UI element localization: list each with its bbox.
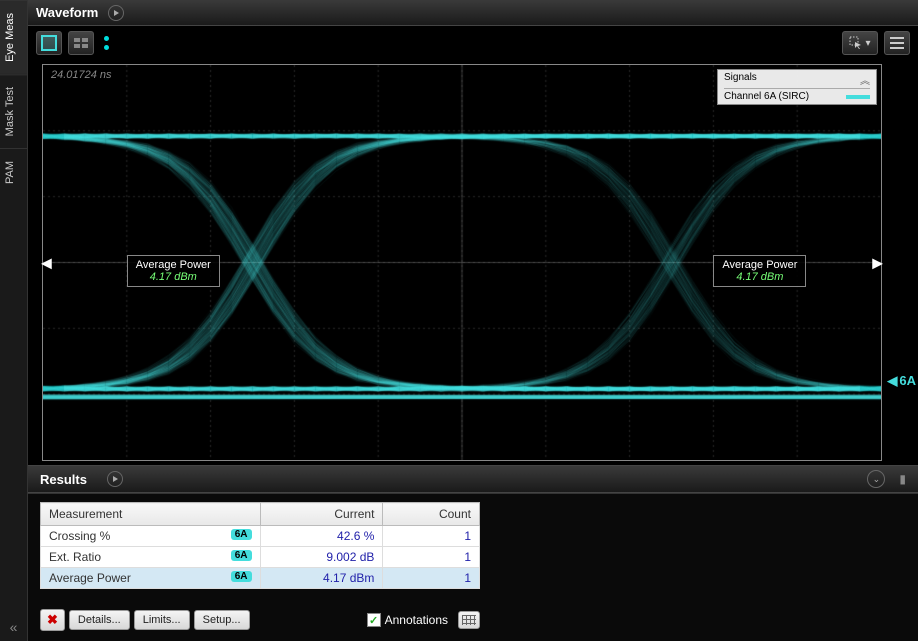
tab-pam[interactable]: PAM (0, 148, 27, 196)
legend-item-label: Channel 6A (SIRC) (724, 91, 809, 102)
results-footer: ✖ Details... Limits... Setup... ✓ Annota… (40, 609, 480, 631)
tab-eye-meas[interactable]: Eye Meas (0, 0, 27, 74)
results-title: Results (40, 472, 87, 487)
table-row[interactable]: Crossing %6A42.6 %1 (41, 526, 480, 547)
results-collapse-button[interactable]: ⌄ (867, 470, 885, 488)
table-row[interactable]: Ext. Ratio6A9.002 dB1 (41, 547, 480, 568)
col-measurement[interactable]: Measurement (41, 503, 261, 526)
cell-count: 1 (383, 547, 480, 568)
waveform-title: Waveform (36, 5, 98, 20)
annotations-label: Annotations (385, 613, 448, 627)
select-tool-button[interactable]: ▾ (842, 31, 878, 55)
limits-button[interactable]: Limits... (134, 610, 190, 630)
details-button[interactable]: Details... (69, 610, 130, 630)
checkbox-icon: ✓ (367, 613, 381, 627)
channel-badge: 6A (231, 571, 252, 582)
col-current[interactable]: Current (260, 503, 383, 526)
annotations-toggle[interactable]: ✓ Annotations (367, 613, 448, 627)
plot-area: 24.01724 ns Signals ︽ Channel 6A (SIRC) … (28, 60, 918, 465)
pin-icon[interactable]: ▮ (899, 472, 906, 486)
cell-current: 42.6 % (260, 526, 383, 547)
channel-dots-icon (104, 36, 109, 50)
play-button[interactable] (108, 5, 124, 21)
waveform-toolbar: ▾ (28, 26, 918, 60)
legend-swatch (846, 95, 870, 99)
close-button[interactable]: ✖ (40, 609, 65, 631)
tab-mask-test[interactable]: Mask Test (0, 74, 27, 148)
channel-marker[interactable]: 6A (887, 373, 916, 389)
annotation-label: Average Power (722, 259, 797, 271)
left-tab-strip: Eye Meas Mask Test PAM « (0, 0, 28, 641)
annotation-avg-power-left[interactable]: Average Power 4.17 dBm (127, 255, 220, 287)
legend-collapse-icon[interactable]: ︽ (860, 72, 870, 87)
legend-title: Signals (724, 72, 757, 87)
channel-badge: 6A (231, 529, 252, 540)
channel-marker-label: 6A (899, 373, 916, 388)
cell-name: Crossing %6A (41, 526, 261, 547)
annotation-value: 4.17 dBm (722, 271, 797, 283)
annotation-label: Average Power (136, 259, 211, 271)
multi-view-button[interactable] (68, 31, 94, 55)
time-offset-label: 24.01724 ns (51, 69, 112, 81)
table-grid-button[interactable] (458, 611, 480, 629)
signals-legend[interactable]: Signals ︽ Channel 6A (SIRC) (717, 69, 877, 105)
menu-button[interactable] (884, 31, 910, 55)
waveform-header: Waveform (28, 0, 918, 26)
cell-count: 1 (383, 526, 480, 547)
table-header-row: Measurement Current Count (41, 503, 480, 526)
annotation-avg-power-right[interactable]: Average Power 4.17 dBm (713, 255, 806, 287)
results-panel: Measurement Current Count Crossing %6A42… (28, 493, 918, 641)
main-panel: Waveform ▾ 24.01724 ns Signals ︽ Channel… (28, 0, 918, 641)
annotation-value: 4.17 dBm (136, 271, 211, 283)
plot-frame[interactable]: 24.01724 ns Signals ︽ Channel 6A (SIRC) … (42, 64, 882, 461)
results-play-button[interactable] (107, 471, 123, 487)
measurements-table: Measurement Current Count Crossing %6A42… (40, 502, 480, 589)
table-row[interactable]: Average Power6A4.17 dBm1 (41, 568, 480, 589)
cell-current: 9.002 dB (260, 547, 383, 568)
single-view-button[interactable] (36, 31, 62, 55)
cell-name: Average Power6A (41, 568, 261, 589)
right-edge-marker[interactable]: ▶ (872, 254, 883, 271)
results-header: Results ⌄ ▮ (28, 465, 918, 493)
setup-button[interactable]: Setup... (194, 610, 250, 630)
left-edge-marker[interactable]: ◀ (41, 254, 52, 271)
cell-current: 4.17 dBm (260, 568, 383, 589)
col-count[interactable]: Count (383, 503, 480, 526)
cell-name: Ext. Ratio6A (41, 547, 261, 568)
collapse-sidebar-button[interactable]: « (0, 613, 27, 641)
cell-count: 1 (383, 568, 480, 589)
channel-badge: 6A (231, 550, 252, 561)
